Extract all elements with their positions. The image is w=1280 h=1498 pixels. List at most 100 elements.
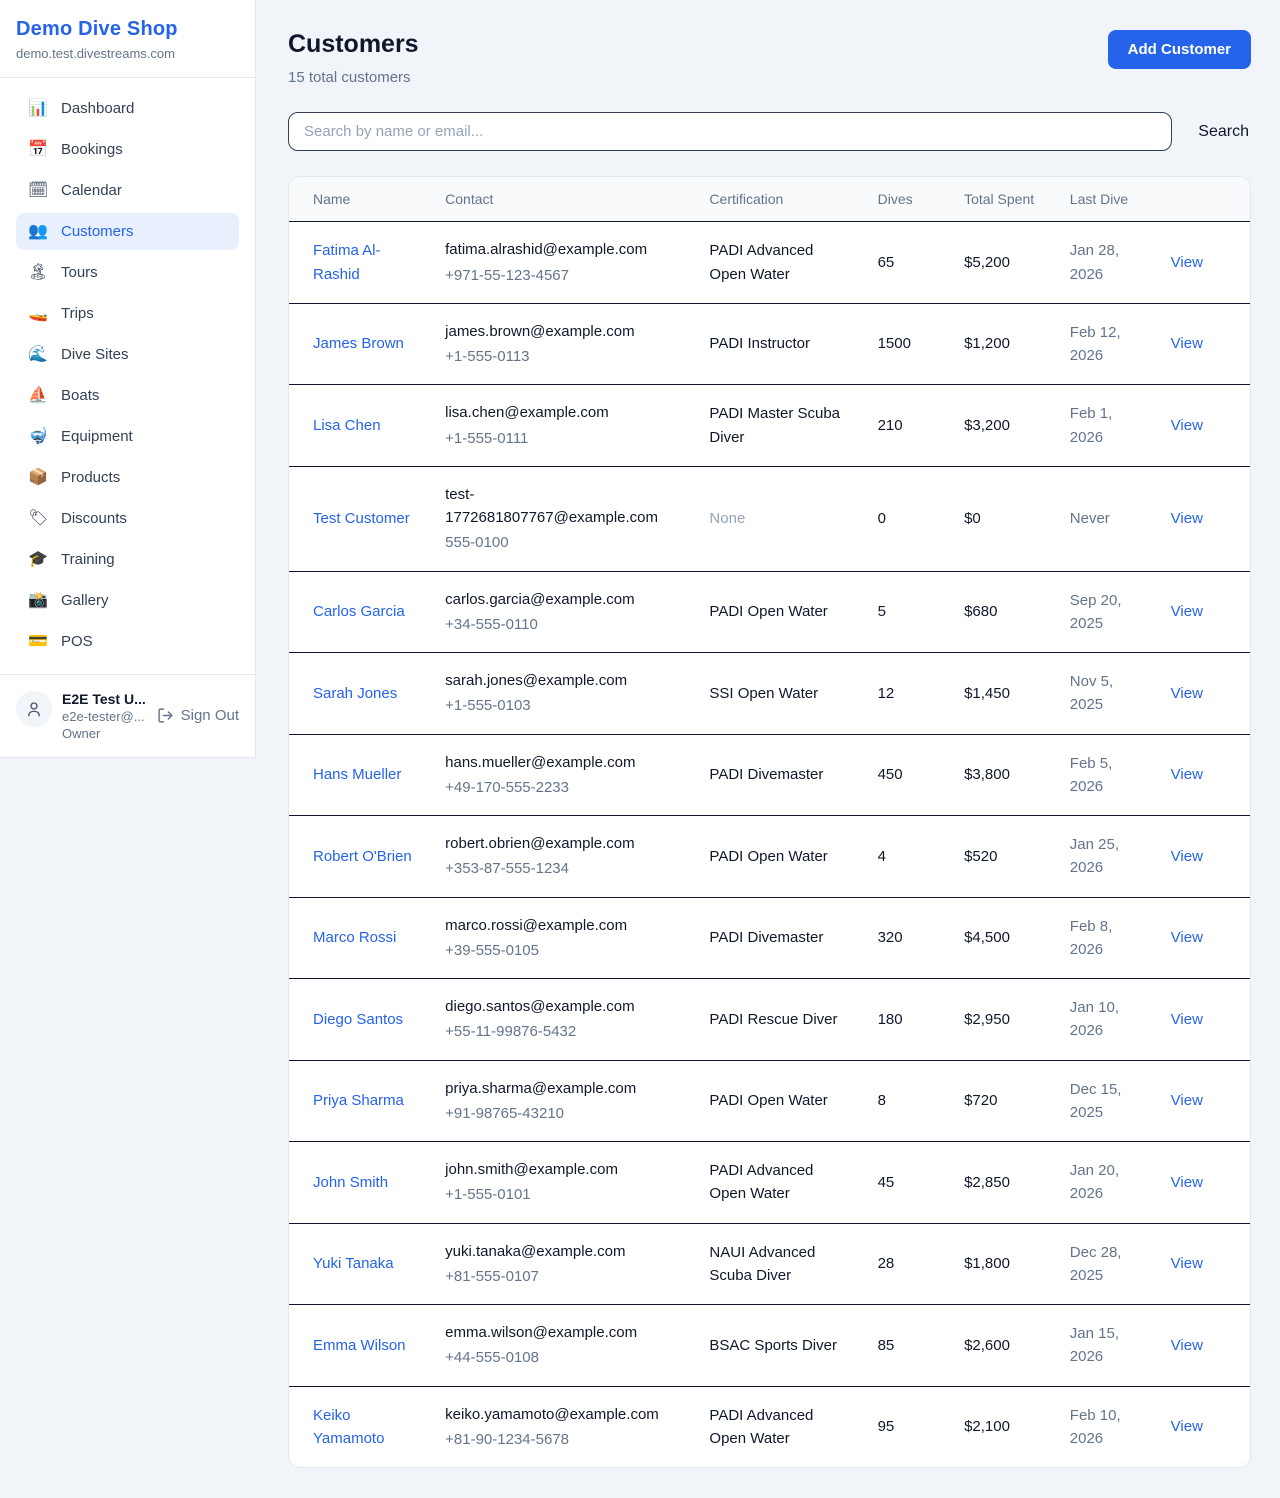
sidebar-item-customers[interactable]: 👥 Customers	[16, 213, 239, 250]
customer-phone: +1-555-0103	[445, 697, 531, 715]
customer-last-dive-cell: Feb 10, 2026	[1058, 1386, 1159, 1467]
sidebar-item-pos[interactable]: 💳 POS	[16, 623, 239, 660]
customer-actions-cell: View	[1158, 384, 1250, 467]
view-customer-link[interactable]: View	[1170, 1255, 1203, 1273]
view-customer-link[interactable]: View	[1170, 253, 1203, 271]
customer-total-spent-cell: $720	[952, 1060, 1058, 1143]
customer-name-link[interactable]: Fatima Al-Rashid	[313, 242, 381, 283]
sidebar-item-boats[interactable]: ⛵ Boats	[16, 377, 239, 414]
sidebar-item-trips[interactable]: 🚤 Trips	[16, 295, 239, 332]
customer-dives-cell: 12	[865, 652, 953, 735]
customer-name-cell: Diego Santos	[289, 978, 434, 1061]
sidebar-item-calendar[interactable]: 🗓 Calendar	[16, 172, 239, 209]
customer-actions-cell: View	[1158, 815, 1250, 898]
customer-total-spent: $680	[964, 603, 998, 621]
customer-name-link[interactable]: Yuki Tanaka	[313, 1255, 394, 1273]
view-customer-link[interactable]: View	[1170, 766, 1203, 784]
customer-table-row: Carlos Garcia carlos.garcia@example.com …	[289, 571, 1250, 654]
view-customer-link[interactable]: View	[1170, 1010, 1203, 1028]
customer-phone: +81-90-1234-5678	[445, 1430, 569, 1448]
view-customer-link[interactable]: View	[1170, 510, 1203, 528]
table-header-row: Name Contact Certification Dives Total S…	[289, 177, 1250, 223]
column-header-last-dive: Last Dive	[1057, 177, 1159, 223]
customer-name-link[interactable]: Hans Mueller	[313, 766, 402, 784]
customer-name-link[interactable]: Robert O'Brien	[313, 847, 412, 865]
search-button[interactable]: Search	[1196, 119, 1251, 145]
sidebar-item-tours[interactable]: 🏝 Tours	[16, 254, 239, 291]
view-customer-link[interactable]: View	[1170, 1336, 1203, 1354]
customer-email: hans.mueller@example.com	[445, 753, 636, 771]
sidebar-item-discounts[interactable]: 🏷 Discounts	[16, 500, 239, 537]
view-customer-link[interactable]: View	[1170, 1092, 1203, 1110]
customer-certification: PADI Divemaster	[709, 766, 824, 784]
customer-name-link[interactable]: James Brown	[313, 335, 404, 353]
view-customer-link[interactable]: View	[1170, 929, 1203, 947]
customer-table-row: Lisa Chen lisa.chen@example.com +1-555-0…	[289, 384, 1250, 467]
nav-icon: 🏝	[28, 263, 49, 281]
customer-dives: 0	[877, 510, 886, 528]
sidebar-item-dive-sites[interactable]: 🌊 Dive Sites	[16, 336, 239, 373]
customer-actions-cell: View	[1158, 1304, 1250, 1387]
customer-contact-cell: fatima.alrashid@example.com +971-55-123-…	[433, 221, 698, 304]
customer-total-spent-cell: $4,500	[952, 897, 1058, 980]
customer-certification-cell: PADI Open Water	[697, 1060, 866, 1143]
customer-table-row: James Brown james.brown@example.com +1-5…	[289, 303, 1250, 386]
customer-table-row: Keiko Yamamoto keiko.yamamoto@example.co…	[289, 1386, 1250, 1467]
customer-phone: +44-555-0108	[445, 1349, 539, 1367]
view-customer-link[interactable]: View	[1170, 847, 1203, 865]
customer-certification: PADI Advanced Open Water	[709, 1162, 814, 1203]
customer-name-link[interactable]: Test Customer	[313, 510, 410, 528]
view-customer-link[interactable]: View	[1170, 603, 1203, 621]
customer-total-spent: $2,850	[964, 1173, 1010, 1191]
customer-table-row: Sarah Jones sarah.jones@example.com +1-5…	[289, 652, 1250, 735]
view-customer-link[interactable]: View	[1170, 1173, 1203, 1191]
shop-name: Demo Dive Shop	[16, 18, 178, 40]
customer-dives: 450	[877, 766, 903, 784]
view-customer-link[interactable]: View	[1170, 684, 1203, 702]
customer-table-row: Yuki Tanaka yuki.tanaka@example.com +81-…	[289, 1223, 1250, 1306]
customer-certification-cell: PADI Divemaster	[697, 734, 866, 817]
customer-name-link[interactable]: Keiko Yamamoto	[313, 1406, 385, 1447]
nav-icon: 🎓	[28, 550, 48, 568]
customer-last-dive-cell: Dec 15, 2025	[1057, 1060, 1159, 1143]
customer-certification-cell: PADI Instructor	[697, 303, 866, 386]
view-customer-link[interactable]: View	[1170, 1418, 1203, 1436]
customer-name-link[interactable]: Carlos Garcia	[313, 603, 405, 621]
customer-last-dive-cell: Jan 15, 2026	[1057, 1304, 1159, 1387]
customer-name-link[interactable]: Marco Rossi	[313, 929, 397, 947]
customer-last-dive-cell: Jan 20, 2026	[1057, 1141, 1159, 1224]
sidebar-item-equipment[interactable]: 🤿 Equipment	[16, 418, 239, 455]
customer-email: test-1772681807767@example.com	[445, 485, 659, 527]
column-header-dives: Dives	[865, 177, 953, 223]
customer-name-link[interactable]: Priya Sharma	[313, 1092, 404, 1110]
sidebar-item-products[interactable]: 📦 Products	[16, 459, 239, 496]
customer-total-spent-cell: $2,600	[952, 1304, 1058, 1387]
customer-name-link[interactable]: Diego Santos	[313, 1010, 404, 1028]
sidebar-item-training[interactable]: 🎓 Training	[16, 541, 239, 578]
view-customer-link[interactable]: View	[1170, 335, 1203, 353]
nav-icon: 💳	[28, 632, 48, 650]
customer-total-spent-cell: $3,800	[952, 734, 1058, 817]
customer-name-link[interactable]: John Smith	[313, 1173, 389, 1191]
customer-dives: 320	[877, 929, 903, 947]
customer-name-link[interactable]: Sarah Jones	[313, 684, 398, 702]
sidebar-item-gallery[interactable]: 📸 Gallery	[16, 582, 239, 619]
customer-total-spent: $3,200	[964, 416, 1010, 434]
sign-out-button[interactable]: Sign Out	[157, 707, 239, 724]
customer-contact-cell: robert.obrien@example.com +353-87-555-12…	[433, 815, 698, 898]
view-customer-link[interactable]: View	[1170, 416, 1203, 434]
nav-item-label: Training	[61, 551, 115, 568]
page-header-text: Customers 15 total customers	[288, 30, 419, 86]
customer-name-link[interactable]: Emma Wilson	[313, 1336, 406, 1354]
nav-item-label: POS	[61, 633, 93, 650]
customer-name-link[interactable]: Lisa Chen	[313, 416, 381, 434]
sign-out-icon	[158, 708, 173, 723]
sidebar-item-bookings[interactable]: 📅 Bookings	[16, 131, 239, 168]
customer-name-cell: Lisa Chen	[289, 384, 434, 467]
customer-last-dive-cell: Jan 25, 2026	[1057, 815, 1159, 898]
search-input[interactable]	[288, 112, 1173, 151]
customer-dives-cell: 0	[865, 466, 953, 572]
customer-last-dive-cell: Feb 8, 2026	[1057, 897, 1159, 980]
add-customer-button[interactable]: Add Customer	[1107, 30, 1251, 69]
sidebar-item-dashboard[interactable]: 📊 Dashboard	[16, 90, 239, 127]
